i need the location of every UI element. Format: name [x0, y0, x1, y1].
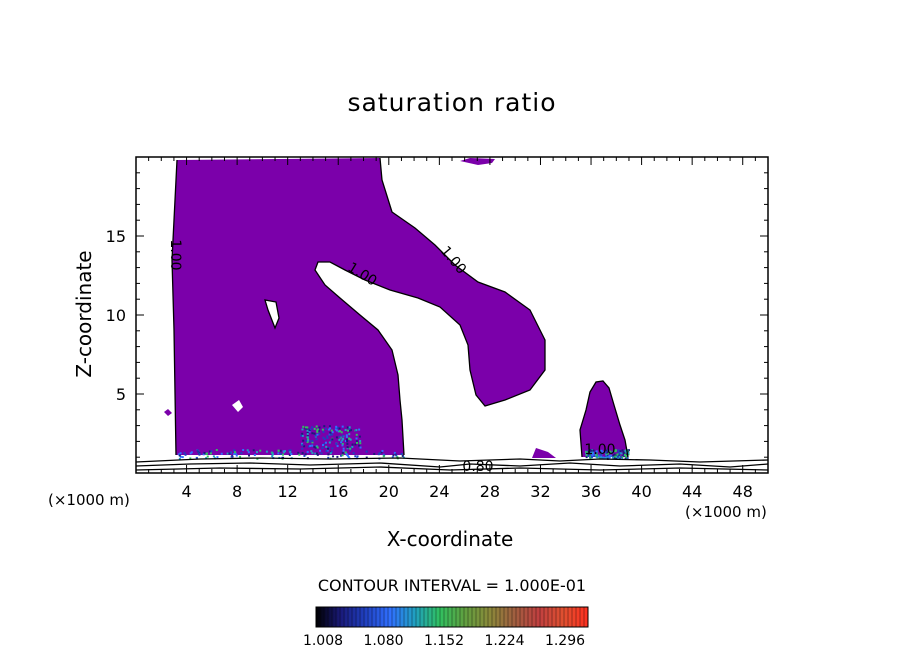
chart-title: saturation ratio: [347, 88, 557, 117]
contour-label: 1.00: [584, 442, 615, 458]
x-tick-label: 28: [480, 482, 500, 501]
x-tick-label: 20: [379, 482, 399, 501]
contour-line-ground-1: [135, 457, 769, 463]
main-cloud-region: [172, 158, 545, 455]
x-tick-label: 4: [181, 482, 191, 501]
colorbar-tick-label: 1.296: [545, 633, 585, 649]
x-tick-label: 12: [278, 482, 298, 501]
x-tick-label: 32: [530, 482, 550, 501]
contour-line-hole: [264, 299, 280, 330]
colorbar-tick-label: 1.224: [484, 633, 524, 649]
y-tick-label: 15: [106, 227, 126, 246]
contour-line-ground-2: [135, 462, 769, 468]
x-tick-label: 40: [631, 482, 651, 501]
x-tick-label: 16: [328, 482, 348, 501]
colorbar-tick-label: 1.152: [424, 633, 464, 649]
colorbar: [315, 606, 589, 628]
contour-line-main: [171, 157, 546, 456]
x-axis-label: X-coordinate: [386, 527, 514, 551]
x-tick-label: 36: [581, 482, 601, 501]
axis-ticks: [136, 157, 768, 473]
x-tick-label: 44: [682, 482, 702, 501]
high-saturation-spots: [178, 425, 630, 460]
contour-interval-text: CONTOUR INTERVAL = 1.000E-01: [317, 576, 587, 595]
contour-label: 1.00: [167, 239, 183, 270]
y-tick-label: 10: [106, 306, 126, 325]
colorbar-tick-label: 1.008: [303, 633, 343, 649]
contour-line-cell: [579, 380, 629, 458]
small-cell-region: [580, 381, 628, 457]
top-blob-region: [460, 158, 495, 165]
x-tick-label: 24: [429, 482, 449, 501]
x-tick-label: 48: [733, 482, 753, 501]
contour-label: 0.80: [462, 459, 493, 475]
x-unit-label-right: (×1000 m): [685, 503, 767, 521]
contour-fills: [164, 158, 628, 458]
x-tick-label: 8: [232, 482, 242, 501]
y-tick-label: 5: [116, 385, 126, 404]
low-blob-region: [532, 448, 556, 458]
left-dot-region: [164, 409, 172, 416]
contour-line-ground-3: [135, 466, 769, 471]
colorbar-tick-labels: 1.008 1.080 1.152 1.224 1.296: [303, 633, 585, 649]
contour-lines: [135, 157, 769, 471]
x-unit-label-left: (×1000 m): [48, 491, 130, 509]
colorbar-tick-label: 1.080: [363, 633, 403, 649]
